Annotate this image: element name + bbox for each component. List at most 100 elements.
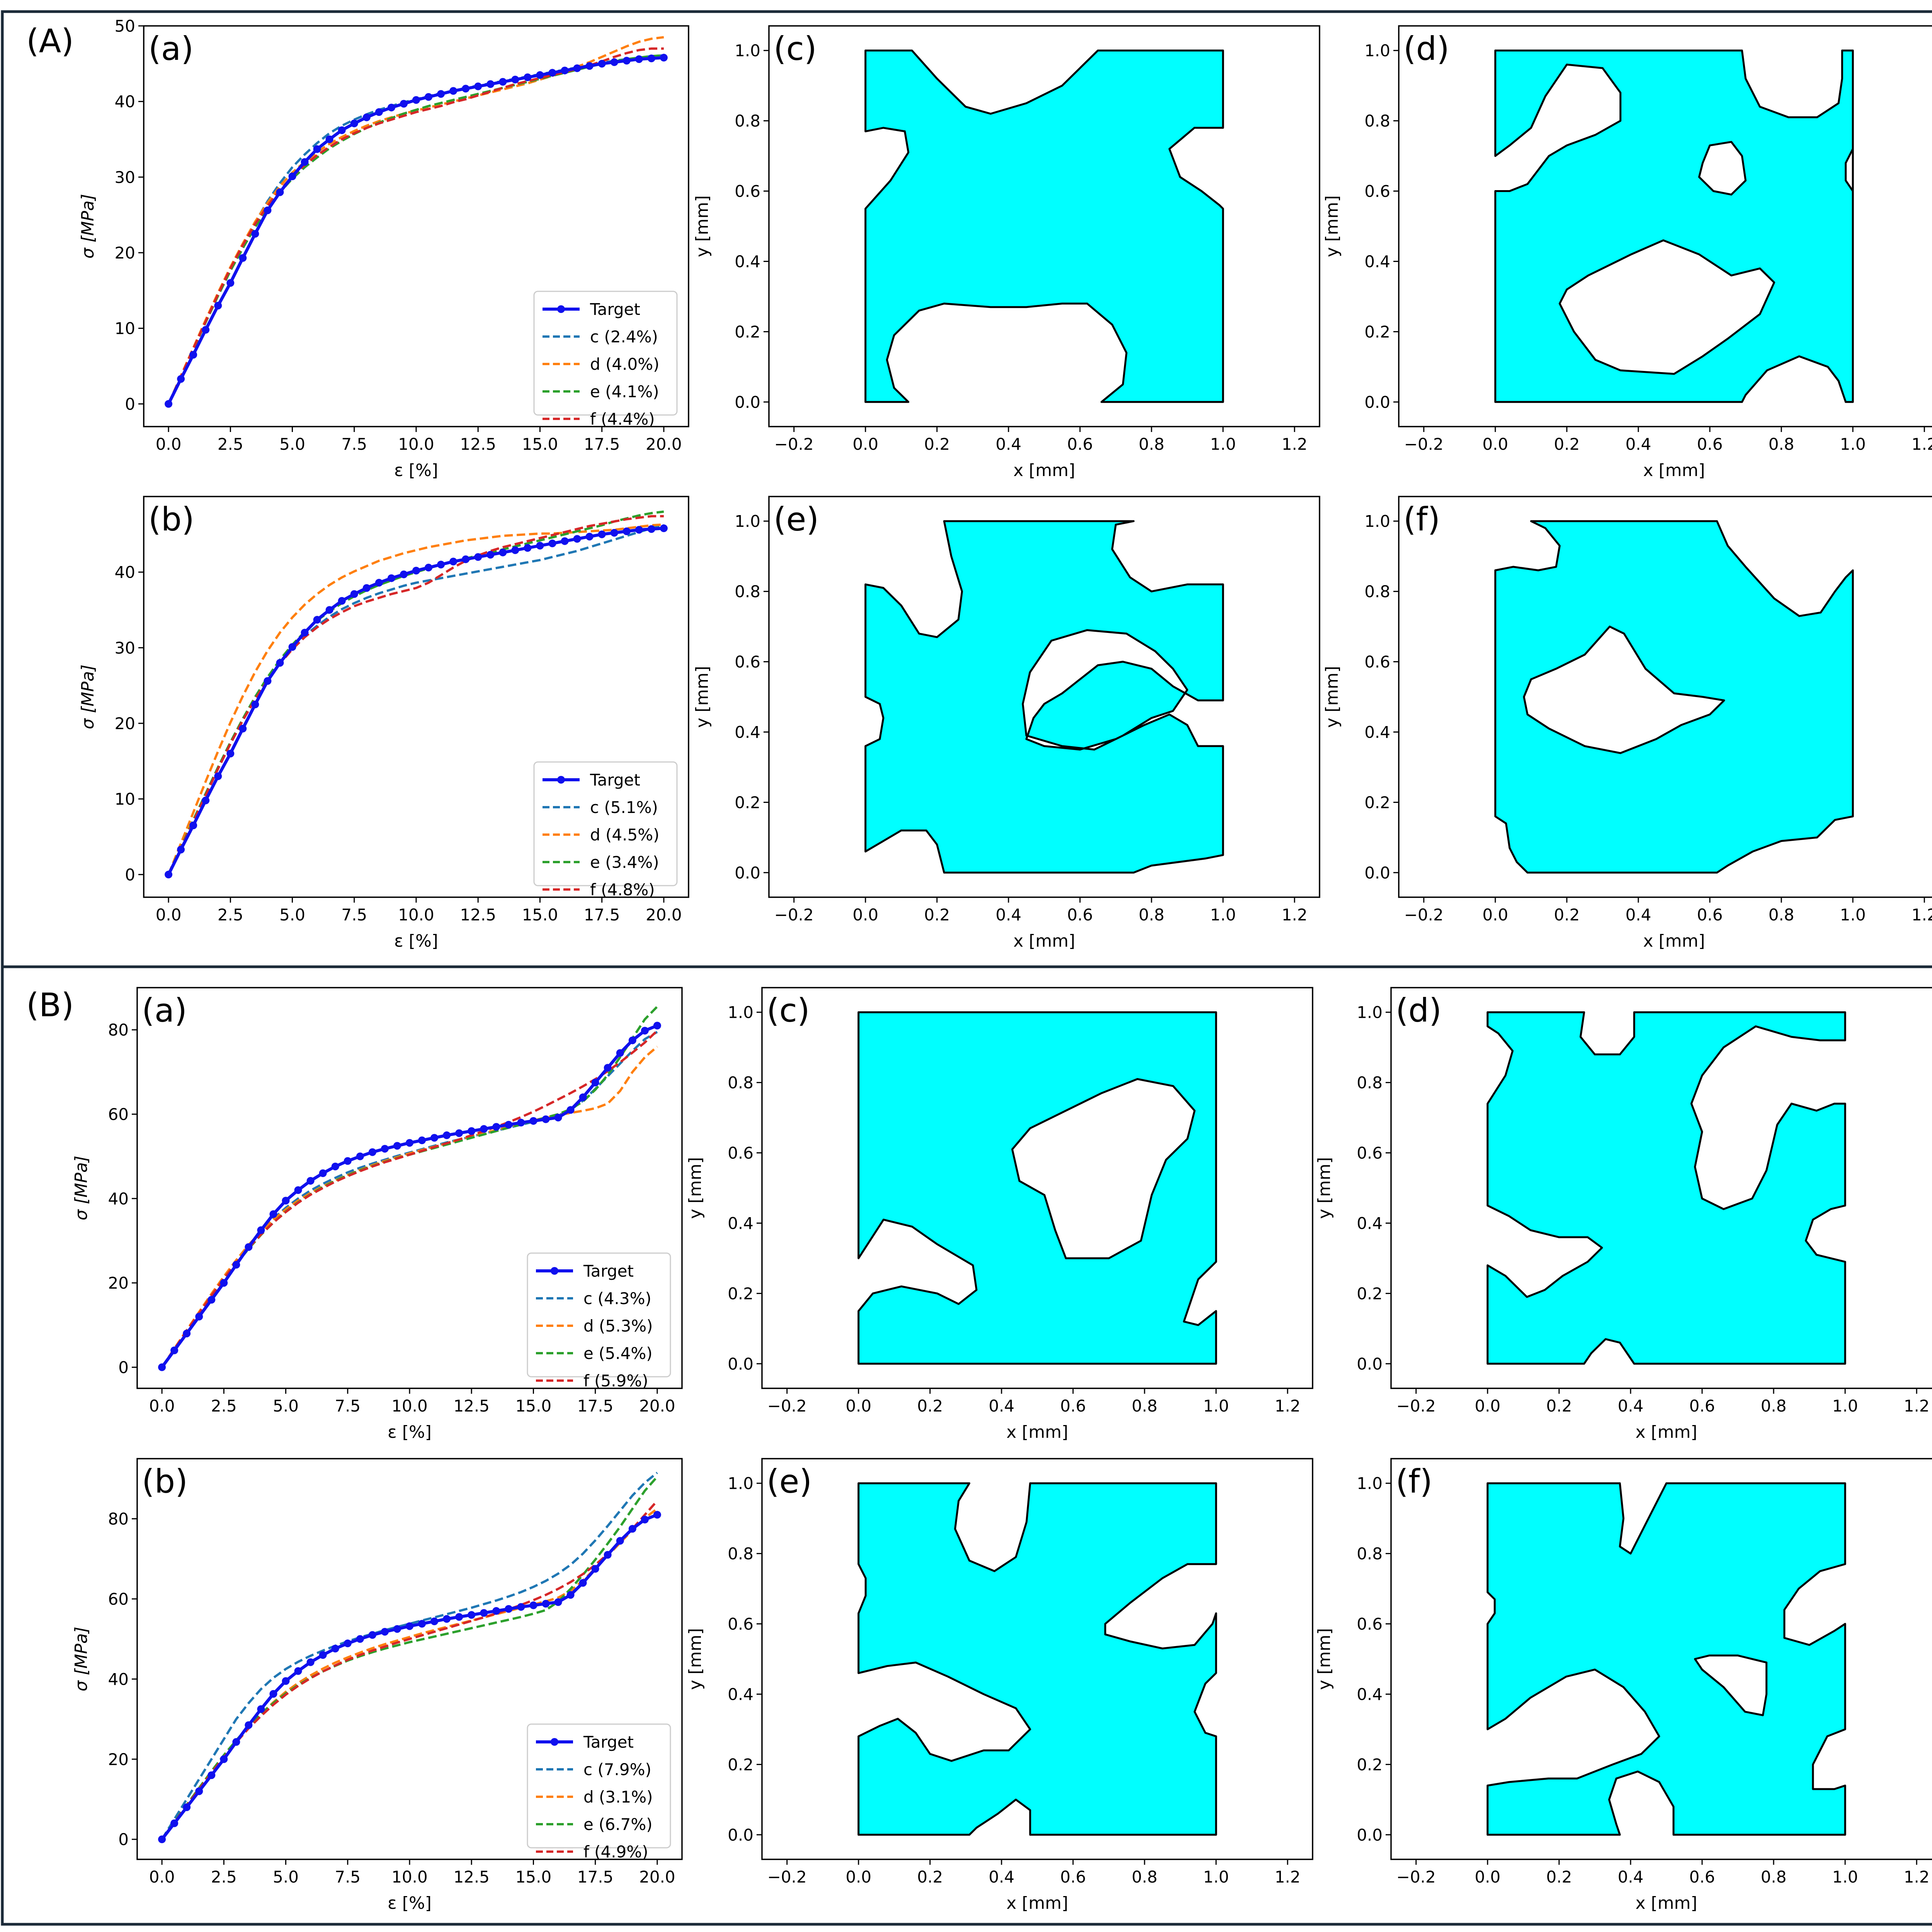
target-point xyxy=(616,1049,624,1057)
y-tick-label: 0.0 xyxy=(728,1825,753,1844)
target-point xyxy=(517,1603,525,1611)
target-point xyxy=(325,135,333,143)
x-tick-label: 0.2 xyxy=(1546,1867,1572,1886)
y-tick-label: 20 xyxy=(115,714,135,733)
target-point xyxy=(542,1115,550,1123)
target-point xyxy=(362,584,371,592)
x-tick-label: 17.5 xyxy=(584,905,620,924)
target-point xyxy=(406,1622,413,1630)
x-tick-label: 1.2 xyxy=(1275,1396,1301,1415)
y-tick-label: 20 xyxy=(108,1274,129,1293)
x-tick-label: 5.0 xyxy=(273,1867,299,1886)
y-tick-label: 0 xyxy=(118,1830,129,1849)
target-point xyxy=(177,375,185,383)
x-tick-label: 0.4 xyxy=(989,1867,1015,1886)
target-point xyxy=(585,62,594,70)
group-a-label: (A) xyxy=(26,22,74,60)
subplot-b-c: −0.2 0.0 0.2 0.4 0.6 0.8 1.0 1.2 0.0 0.2 0.4 0.6 0.8… xyxy=(685,987,1313,1442)
target-point xyxy=(319,1651,327,1659)
target-point xyxy=(331,1645,339,1653)
x-tick-label: 1.0 xyxy=(1840,905,1866,924)
subplot-label: (f) xyxy=(1396,1463,1432,1500)
x-tick-label: 0.0 xyxy=(156,435,182,454)
legend-marker-target xyxy=(557,305,565,313)
target-point xyxy=(443,1615,451,1623)
x-tick-label: −0.2 xyxy=(1396,1396,1436,1415)
y-axis-label: y [mm] xyxy=(1322,195,1342,257)
x-tick-label: 1.2 xyxy=(1904,1867,1930,1886)
target-point xyxy=(226,750,235,758)
x-axis-label: x [mm] xyxy=(1013,461,1075,480)
y-axis-label: σ [MPa] xyxy=(78,665,98,730)
x-axis-label: ε [%] xyxy=(388,1893,432,1913)
x-tick-label: 0.0 xyxy=(149,1867,175,1886)
unit-cell-geometry xyxy=(1486,1482,1846,1836)
x-tick-label: 17.5 xyxy=(584,435,620,454)
target-point xyxy=(647,525,655,533)
x-tick-label: 17.5 xyxy=(577,1396,614,1415)
x-tick-label: 1.0 xyxy=(1210,905,1236,924)
plot-area xyxy=(857,1011,1217,1365)
legend-label-target: Target xyxy=(590,300,640,319)
x-tick-label: 0.0 xyxy=(852,435,878,454)
target-point xyxy=(306,1658,315,1666)
x-tick-label: 0.6 xyxy=(1067,435,1093,454)
x-tick-label: 0.2 xyxy=(924,435,950,454)
x-tick-label: 5.0 xyxy=(273,1396,299,1415)
x-tick-label: 1.2 xyxy=(1282,435,1308,454)
y-axis-label: σ [MPa] xyxy=(71,1627,91,1692)
target-point xyxy=(604,1551,612,1559)
y-axis-label: y [mm] xyxy=(1322,666,1342,728)
target-point xyxy=(257,1705,265,1713)
x-tick-label: 1.2 xyxy=(1912,905,1932,924)
y-tick-label: 0.4 xyxy=(1357,1685,1383,1704)
target-point xyxy=(264,677,272,685)
x-tick-label: 0.8 xyxy=(1132,1867,1158,1886)
target-point xyxy=(430,1617,439,1626)
target-point xyxy=(499,548,507,556)
legend-label-d: d (5.3%) xyxy=(583,1316,653,1335)
x-tick-label: 20.0 xyxy=(646,435,682,454)
y-tick-label: 20 xyxy=(108,1750,129,1769)
y-tick-label: 0 xyxy=(118,1358,129,1377)
y-tick-label: 0.8 xyxy=(1364,112,1390,131)
y-tick-label: 0.6 xyxy=(1357,1615,1383,1634)
series-line-d xyxy=(161,1046,658,1368)
y-axis-label: y [mm] xyxy=(1315,1157,1334,1219)
subplot-label: (b) xyxy=(142,1463,188,1500)
target-point xyxy=(214,301,222,310)
legend-label-f: f (5.9%) xyxy=(583,1371,648,1390)
y-tick-label: 0.0 xyxy=(735,393,760,412)
target-point xyxy=(505,1605,513,1613)
x-tick-label: 1.2 xyxy=(1912,435,1932,454)
target-point xyxy=(294,1667,302,1675)
target-point xyxy=(505,1121,513,1129)
target-point xyxy=(517,1119,525,1127)
x-tick-label: 0.6 xyxy=(1697,435,1723,454)
target-point xyxy=(276,188,284,196)
target-point xyxy=(529,1601,537,1609)
target-point xyxy=(449,558,457,566)
target-point xyxy=(325,606,333,614)
x-tick-label: 1.0 xyxy=(1210,435,1236,454)
target-point xyxy=(486,551,495,559)
y-tick-label: 0.4 xyxy=(1364,252,1390,271)
x-tick-label: 0.4 xyxy=(1626,435,1651,454)
target-point xyxy=(480,1609,488,1617)
y-tick-label: 30 xyxy=(115,168,135,187)
legend-label-e: e (3.4%) xyxy=(590,853,659,872)
x-tick-label: 0.2 xyxy=(924,905,950,924)
target-point xyxy=(585,532,594,541)
target-point xyxy=(232,1261,240,1269)
target-point xyxy=(566,1106,575,1114)
x-tick-label: 1.0 xyxy=(1840,435,1866,454)
x-tick-label: 1.2 xyxy=(1282,905,1308,924)
x-tick-label: −0.2 xyxy=(1404,905,1444,924)
x-tick-label: 12.5 xyxy=(453,1396,490,1415)
x-tick-label: 10.0 xyxy=(391,1396,428,1415)
legend-label-f: f (4.9%) xyxy=(583,1842,648,1861)
y-tick-label: 0.2 xyxy=(1357,1284,1383,1303)
subplot-label: (d) xyxy=(1396,992,1442,1029)
x-tick-label: 5.0 xyxy=(279,905,305,924)
target-point xyxy=(622,527,631,536)
